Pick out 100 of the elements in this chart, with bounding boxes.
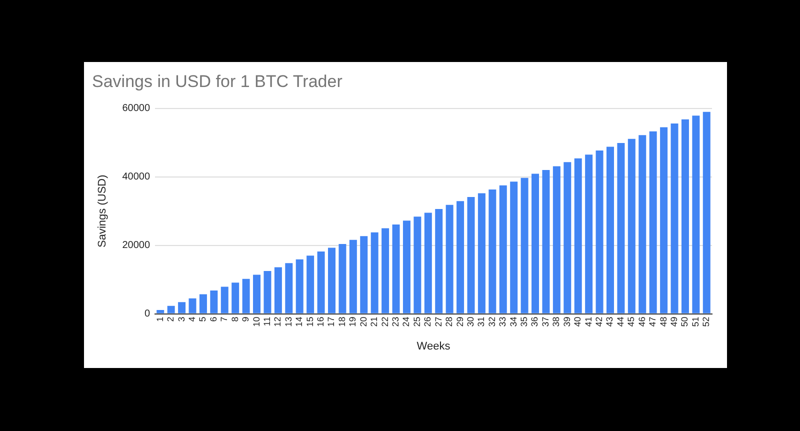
- bar: [414, 216, 422, 314]
- bar: [360, 236, 368, 314]
- bar: [478, 193, 486, 314]
- bar: [542, 170, 550, 314]
- x-tick-label: 12: [272, 316, 283, 327]
- bar: [285, 263, 293, 314]
- x-tick-label: 13: [283, 316, 294, 327]
- bar: [382, 228, 390, 314]
- x-tick-label: 10: [251, 316, 262, 327]
- bar: [638, 135, 646, 314]
- bar: [499, 185, 507, 314]
- bar: [392, 224, 400, 314]
- x-tick-label: 46: [636, 316, 647, 327]
- x-tick-label: 17: [326, 316, 336, 327]
- bar: [242, 278, 250, 314]
- x-tick-label: 48: [658, 316, 668, 327]
- x-tick-label: 39: [562, 316, 572, 327]
- x-tick-label: 49: [668, 316, 679, 327]
- x-tick-label: 4: [186, 316, 197, 322]
- bar: [606, 146, 614, 314]
- bar: [692, 116, 700, 314]
- bar: [370, 232, 378, 314]
- x-tick-label: 11: [262, 316, 272, 326]
- x-tick-label: 50: [680, 316, 690, 327]
- x-tick-label: 23: [390, 316, 400, 327]
- bar: [178, 302, 186, 314]
- x-tick-label: 35: [519, 316, 530, 327]
- bar: [681, 119, 689, 314]
- bar: [232, 282, 240, 314]
- x-tick-label: 32: [486, 316, 497, 327]
- bar: [424, 212, 432, 314]
- bar: [574, 158, 582, 314]
- x-tick-label: 26: [422, 316, 433, 327]
- x-tick-label: 14: [294, 316, 304, 327]
- bar: [467, 197, 475, 314]
- y-tick-label: 20000: [122, 240, 150, 252]
- x-tick-label: 5: [198, 316, 208, 322]
- x-tick-label: 41: [583, 316, 594, 327]
- x-tick-label: 18: [336, 316, 347, 327]
- x-tick-label: 52: [701, 316, 712, 327]
- x-tick-label: 37: [540, 316, 550, 327]
- bar: [660, 127, 668, 314]
- bar: [167, 306, 175, 314]
- bar: [552, 166, 560, 314]
- bar: [564, 162, 572, 314]
- bar: [617, 142, 625, 314]
- x-tick-label: 33: [498, 316, 508, 327]
- x-tick-label: 20: [358, 316, 368, 327]
- bar: [402, 220, 410, 314]
- bar: [210, 290, 218, 314]
- x-tick-label: 34: [508, 316, 518, 327]
- x-tick-label: 38: [551, 316, 562, 327]
- bar: [338, 244, 346, 314]
- bar: [264, 271, 272, 314]
- x-tick-label: 21: [369, 316, 380, 327]
- bar: [220, 286, 228, 314]
- bar: [670, 123, 678, 314]
- bar: [628, 138, 636, 314]
- bar: [199, 294, 207, 314]
- x-tick-label: 22: [380, 316, 390, 327]
- x-tick-label: 7: [219, 316, 230, 322]
- bar: [596, 150, 604, 314]
- x-tick-label: 15: [304, 316, 315, 327]
- x-tick-label: 1: [154, 316, 165, 322]
- x-tick-label: 6: [208, 316, 218, 322]
- bar: [488, 190, 496, 314]
- bar: [296, 259, 304, 314]
- bar: [446, 204, 454, 314]
- bar: [156, 310, 164, 314]
- bar: [349, 240, 357, 314]
- x-tick-label: 40: [572, 316, 583, 327]
- chart-title: Savings in USD for 1 BTC Trader: [92, 72, 343, 91]
- y-tick-label: 60000: [122, 103, 150, 114]
- bar: [317, 251, 325, 314]
- bar: [435, 209, 443, 314]
- bar: [510, 182, 518, 314]
- x-tick-label: 19: [348, 316, 358, 327]
- x-tick-label: 45: [626, 316, 636, 327]
- x-tick-label: 42: [594, 316, 604, 327]
- x-tick-label: 2: [166, 316, 176, 322]
- x-tick-label: 43: [604, 316, 615, 327]
- x-tick-label: 9: [240, 316, 251, 322]
- y-tick-label: 40000: [122, 172, 150, 183]
- x-tick-label: 25: [412, 316, 422, 327]
- bar: [456, 201, 464, 314]
- x-tick-label: 31: [476, 316, 486, 327]
- x-tick-label: 29: [454, 316, 465, 327]
- x-tick-label: 28: [444, 316, 454, 327]
- bar: [649, 131, 657, 314]
- x-tick-label: 36: [530, 316, 540, 327]
- x-tick-label: 8: [230, 316, 240, 322]
- x-tick-label: 24: [401, 316, 412, 327]
- bar: [328, 248, 336, 314]
- x-tick-label: 3: [176, 316, 186, 322]
- x-tick-label: 27: [433, 316, 444, 327]
- x-tick-label: 47: [648, 316, 658, 327]
- x-tick-label: 16: [316, 316, 326, 327]
- x-axis-title: Weeks: [416, 340, 451, 352]
- x-tick-label: 30: [465, 316, 476, 327]
- x-tick-label: 51: [690, 316, 700, 327]
